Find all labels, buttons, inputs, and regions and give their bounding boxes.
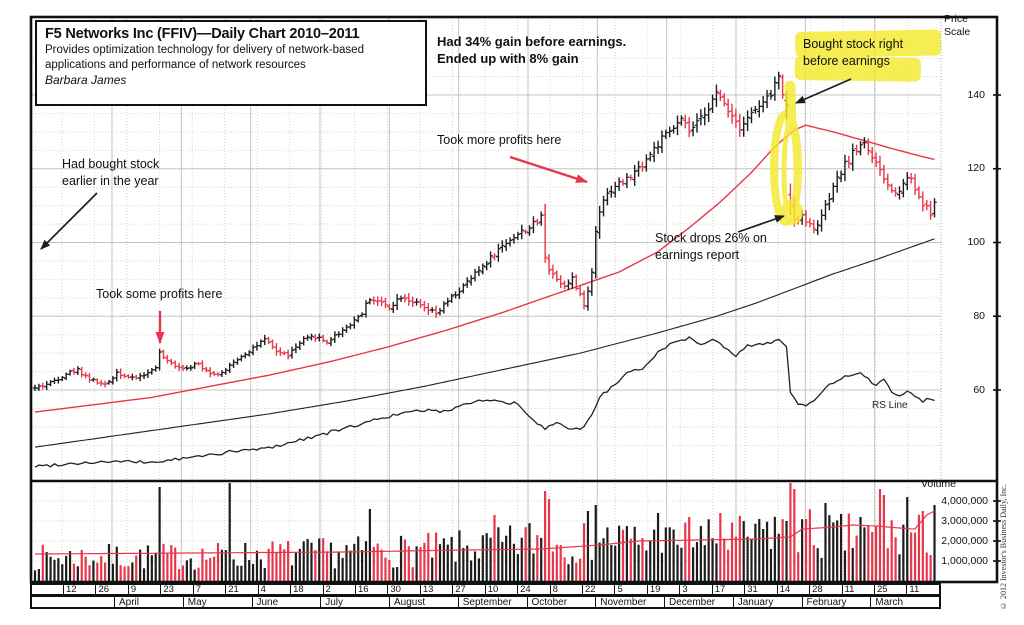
volume-ma-line	[35, 510, 935, 555]
month-cell-empty	[32, 597, 114, 607]
date-cell: 12	[63, 585, 95, 594]
date-cell: 24	[517, 585, 549, 594]
date-cell: 4	[257, 585, 290, 594]
month-cell: August	[389, 597, 458, 607]
date-cell: 22	[582, 585, 614, 594]
chart-description: Provides optimization technology for del…	[45, 44, 364, 71]
month-axis-row: April May June July August September October No…	[30, 595, 941, 609]
date-cell: 21	[225, 585, 257, 594]
date-cell: 10	[484, 585, 517, 594]
price-tick-label: 140	[967, 88, 985, 101]
month-cell: March	[870, 597, 939, 607]
annotation-had-bought-stock: Had bought stock earlier in the year	[62, 157, 160, 188]
date-cell: 19	[646, 585, 679, 594]
volume-tick-label: 4,000,000	[941, 495, 988, 507]
volume-bars	[33, 483, 936, 583]
chart-title: F5 Networks Inc (FFIV)—Daily Chart 2010–…	[45, 26, 360, 42]
month-cell: September	[457, 597, 527, 607]
date-cell: 13	[419, 585, 452, 594]
price-tick-label: 120	[967, 162, 985, 175]
candles	[32, 71, 937, 392]
volume-tick-label: 2,000,000	[941, 535, 988, 547]
date-cell: 2	[322, 585, 355, 594]
date-cell: 14	[776, 585, 809, 594]
annotation-gain-note: Had 34% gain before earnings. Ended up w…	[437, 34, 627, 67]
price-tick-label: 60	[973, 383, 985, 396]
month-cell: April	[114, 597, 183, 607]
date-cell: 11	[841, 585, 874, 594]
date-cell: 7	[192, 585, 225, 594]
volume-tick-label: 1,000,000	[941, 555, 988, 567]
date-cell: 9	[127, 585, 160, 594]
date-cell-empty	[32, 585, 63, 594]
date-cell: 16	[354, 585, 387, 594]
date-cell: 8	[549, 585, 582, 594]
month-cell: November	[595, 597, 664, 607]
month-cell: October	[526, 597, 596, 607]
month-cell: January	[732, 597, 802, 607]
volume-tick-label: 3,000,000	[941, 515, 988, 527]
copyright-text: © 2012 Investor's Business Daily, Inc.	[999, 484, 1008, 610]
price-tick-label: 80	[973, 309, 985, 322]
date-cell: 17	[711, 585, 744, 594]
month-cell: February	[801, 597, 871, 607]
month-cell: June	[251, 597, 321, 607]
date-cell: 26	[95, 585, 127, 594]
rs-line	[34, 336, 935, 468]
volume-axis-title: Volume	[921, 478, 957, 490]
date-cell: 18	[290, 585, 322, 594]
annotation-took-more-profits: Took more profits here	[437, 133, 562, 147]
date-cell: 23	[160, 585, 192, 594]
annotation-took-some-profits: Took some profits here	[96, 287, 223, 301]
annotation-arrows	[40, 78, 852, 344]
price-scale-axis-title: Price Scale	[944, 13, 971, 38]
ma200-line	[34, 238, 935, 448]
month-cell: May	[182, 597, 252, 607]
chart-title-box: F5 Networks Inc (FFIV)—Daily Chart 2010–…	[35, 20, 427, 106]
month-cell: July	[320, 597, 389, 607]
chart-frame	[29, 15, 1001, 584]
annotation-stock-drops: Stock drops 26% on earnings report	[655, 231, 767, 262]
date-cell: 3	[679, 585, 711, 594]
month-cell: December	[664, 597, 733, 607]
date-cell: 30	[387, 585, 419, 594]
date-cell: 27	[452, 585, 484, 594]
date-cell: 31	[744, 585, 776, 594]
annotation-bought-before-earnings: Bought stock right before earnings	[803, 37, 904, 68]
chart-author: Barbara James	[45, 73, 127, 88]
price-tick-label: 100	[967, 236, 985, 248]
date-cell: 25	[873, 585, 906, 594]
rs-line-label: RS Line	[872, 400, 908, 411]
date-cell: 11	[906, 585, 938, 594]
yellow-highlighter-marks	[770, 29, 942, 226]
date-cell: 28	[809, 585, 841, 594]
date-cell: 5	[614, 585, 646, 594]
